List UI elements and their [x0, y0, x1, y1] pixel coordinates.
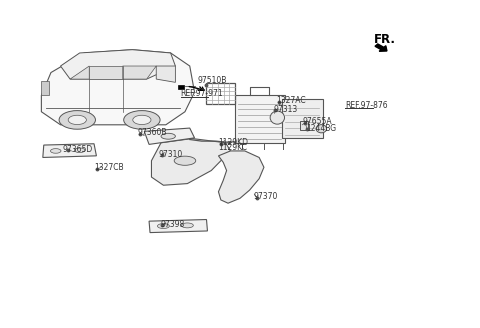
Text: 97370: 97370: [253, 192, 278, 201]
Polygon shape: [70, 66, 89, 79]
Polygon shape: [60, 50, 175, 79]
Text: 97655A: 97655A: [302, 117, 332, 126]
Ellipse shape: [316, 125, 326, 133]
Text: FR.: FR.: [374, 33, 396, 46]
FancyArrow shape: [375, 44, 387, 51]
Ellipse shape: [157, 224, 169, 229]
Ellipse shape: [133, 115, 151, 125]
Ellipse shape: [161, 133, 175, 139]
Text: 97313: 97313: [274, 105, 298, 113]
Polygon shape: [149, 219, 207, 233]
Ellipse shape: [270, 111, 285, 124]
Ellipse shape: [174, 156, 196, 165]
Ellipse shape: [59, 111, 96, 129]
Polygon shape: [156, 66, 175, 82]
Polygon shape: [89, 66, 123, 79]
FancyBboxPatch shape: [282, 99, 323, 138]
Text: 97365D: 97365D: [63, 145, 93, 154]
Polygon shape: [43, 144, 96, 157]
FancyBboxPatch shape: [235, 95, 286, 143]
FancyBboxPatch shape: [300, 121, 309, 130]
Text: 97360B: 97360B: [137, 129, 167, 137]
Bar: [41, 81, 48, 95]
Ellipse shape: [74, 148, 85, 153]
Text: 1129KC: 1129KC: [218, 143, 248, 152]
Text: 97310: 97310: [158, 150, 183, 159]
Text: REF.97-876: REF.97-876: [345, 101, 388, 110]
Text: 1129KD: 1129KD: [218, 138, 249, 147]
Polygon shape: [123, 66, 156, 79]
Ellipse shape: [50, 149, 61, 153]
Polygon shape: [144, 128, 194, 144]
Polygon shape: [41, 50, 194, 125]
Text: 1327AC: 1327AC: [276, 96, 306, 105]
Ellipse shape: [181, 223, 193, 228]
Text: 97510B: 97510B: [198, 76, 227, 85]
Text: 1327CB: 1327CB: [94, 163, 124, 173]
Ellipse shape: [124, 111, 160, 129]
Ellipse shape: [68, 115, 86, 125]
Polygon shape: [152, 138, 230, 185]
Polygon shape: [218, 151, 264, 203]
Bar: [206, 83, 235, 104]
Text: 1244BG: 1244BG: [306, 124, 336, 133]
Text: 97398: 97398: [160, 220, 184, 229]
Bar: [178, 85, 184, 89]
Text: REF.97-971: REF.97-971: [180, 89, 223, 98]
